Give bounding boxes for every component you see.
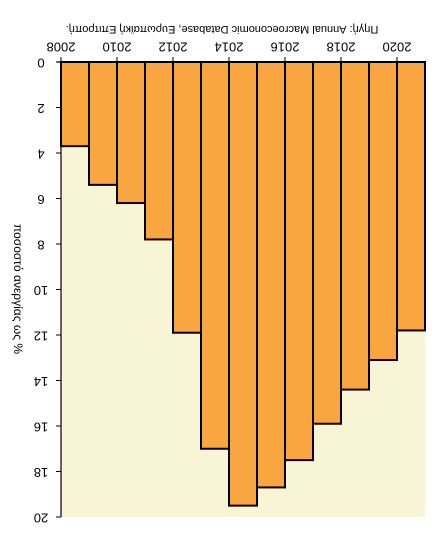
x-tick-label-2014: 2014 [215,40,244,55]
y-tick-label-16: 16 [34,420,48,435]
x-tick-label-2016: 2016 [271,40,300,55]
source-note: Πηγή: Annual Macroeconomic Database, Ευρ… [66,23,379,35]
bar-2008 [60,61,90,148]
y-tick-label-12: 12 [34,329,48,344]
ticks-group: 0 2 4 6 8 10 12 14 16 18 20 2008 2010 2012 2014 2016 201… [34,40,412,526]
x-tick-label-2018: 2018 [327,40,356,55]
x-tick-label-2020: 2020 [383,40,412,55]
bar-2016 [284,61,314,462]
y-tick-label-0: 0 [37,56,44,71]
bar-2015 [256,61,286,489]
bar-2017 [312,61,342,425]
y-tick-label-18: 18 [34,465,48,480]
bar-2009 [88,61,118,186]
x-tick-label-2010: 2010 [103,40,132,55]
bar-2020 [396,61,426,332]
bar-2013 [200,61,230,450]
x-tick-label-2012: 2012 [159,40,188,55]
bar-2011 [144,61,174,241]
y-tick-label-4: 4 [37,147,44,162]
bar-2018 [340,61,370,391]
y-tick-label-14: 14 [34,374,48,389]
bar-2010 [116,61,146,205]
y-tick-label-2: 2 [37,101,44,116]
x-tick-label-2008: 2008 [47,40,76,55]
y-tick-label-20: 20 [34,511,48,526]
bar-2019 [368,61,398,362]
y-axis-label: ποσοστό ανεργίας ως % [11,224,25,354]
y-tick-label-8: 8 [37,238,44,253]
bar-2012 [172,61,202,334]
y-tick-label-10: 10 [34,283,48,298]
bar-2014 [228,61,258,507]
y-tick-label-6: 6 [37,192,44,207]
bars-group [60,61,426,507]
